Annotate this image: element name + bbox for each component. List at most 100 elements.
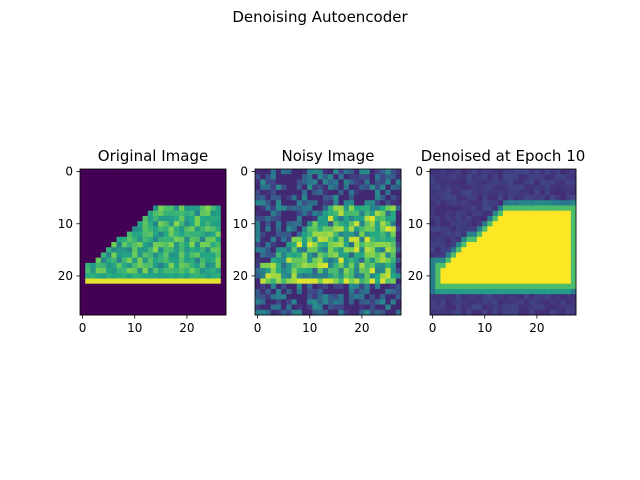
heatmap-cell: [142, 278, 149, 285]
heatmap-cell: [301, 210, 308, 217]
heatmap-cell: [90, 179, 97, 186]
heatmap-cell: [333, 268, 339, 274]
heatmap-cell: [205, 184, 211, 191]
heatmap-cell: [359, 242, 365, 248]
heatmap-cell: [369, 273, 376, 279]
heatmap-cell: [286, 252, 292, 259]
heatmap-cell: [322, 174, 329, 180]
heatmap-cell: [215, 278, 222, 285]
heatmap-cell: [281, 189, 287, 196]
heatmap-cell: [456, 189, 462, 196]
heatmap-cell: [445, 304, 452, 311]
heatmap-cell: [184, 242, 190, 248]
heatmap-cell: [374, 242, 381, 248]
heatmap-cell: [450, 304, 457, 311]
heatmap-cell: [142, 205, 149, 212]
heatmap-cell: [137, 195, 143, 201]
heatmap-cell: [121, 236, 128, 243]
heatmap-cell: [369, 252, 376, 259]
heatmap-cell: [513, 200, 520, 206]
heatmap-cell: [513, 299, 520, 305]
heatmap-cell: [260, 221, 266, 227]
heatmap-cell: [90, 252, 97, 259]
heatmap-cell: [281, 215, 287, 222]
heatmap-cell: [194, 242, 201, 248]
heatmap-cell: [179, 236, 185, 243]
heatmap-cell: [142, 299, 149, 305]
heatmap-cell: [173, 278, 180, 285]
heatmap-cell: [173, 247, 180, 253]
heatmap-cell: [100, 184, 107, 191]
heatmap-cell: [137, 278, 143, 285]
heatmap-cell: [390, 195, 397, 201]
heatmap-cell: [291, 221, 298, 227]
heatmap-cell: [205, 304, 211, 311]
heatmap-cell: [549, 294, 556, 300]
heatmap-cell: [106, 226, 112, 232]
heatmap-cell: [461, 189, 467, 196]
heatmap-cell: [549, 210, 556, 217]
heatmap-cell: [354, 215, 360, 222]
heatmap-cell: [173, 205, 180, 212]
heatmap-cell: [544, 273, 551, 279]
heatmap-cell: [338, 215, 345, 222]
heatmap-cell: [158, 174, 164, 180]
heatmap-cell: [301, 169, 308, 175]
heatmap-cell: [518, 200, 525, 206]
heatmap-cell: [291, 184, 298, 191]
heatmap-cell: [210, 242, 216, 248]
heatmap-cell: [380, 242, 386, 248]
heatmap-cell: [184, 169, 190, 175]
heatmap-cell: [132, 184, 138, 191]
heatmap-cell: [497, 195, 504, 201]
heatmap-cell: [430, 257, 436, 264]
heatmap-cell: [364, 231, 371, 238]
heatmap-cell: [90, 242, 97, 248]
heatmap-cell: [390, 169, 397, 175]
heatmap-cell: [380, 210, 386, 217]
heatmap-cell: [90, 226, 97, 232]
heatmap-cell: [497, 231, 504, 238]
heatmap-cell: [492, 236, 499, 243]
heatmap-cell: [106, 242, 112, 248]
heatmap-cell: [296, 231, 303, 238]
heatmap-cell: [291, 288, 298, 295]
heatmap-cell: [111, 210, 117, 217]
heatmap-cell: [95, 169, 102, 175]
heatmap-cell: [338, 195, 345, 201]
heatmap-cell: [544, 299, 551, 305]
heatmap-cell: [80, 288, 86, 295]
heatmap-cell: [390, 184, 397, 191]
heatmap-cell: [374, 174, 381, 180]
heatmap-cell: [205, 242, 211, 248]
heatmap-cell: [317, 247, 324, 253]
heatmap-cell: [158, 288, 164, 295]
heatmap-cell: [275, 273, 282, 279]
heatmap-cell: [322, 215, 329, 222]
heatmap-cell: [380, 257, 386, 264]
heatmap-cell: [184, 268, 190, 274]
heatmap-cell: [461, 200, 467, 206]
heatmap-cell: [539, 184, 546, 191]
heatmap-cell: [111, 262, 117, 269]
heatmap-cell: [565, 221, 572, 227]
heatmap-cell: [333, 174, 339, 180]
heatmap-cell: [328, 252, 334, 259]
heatmap-cell: [106, 294, 112, 300]
heatmap-cell: [513, 304, 520, 311]
heatmap-cell: [549, 273, 556, 279]
heatmap-cell: [508, 226, 514, 232]
heatmap-cell: [374, 226, 381, 232]
heatmap-cell: [158, 189, 164, 196]
heatmap-cell: [168, 252, 175, 259]
heatmap-cell: [338, 174, 345, 180]
heatmap-cell: [374, 236, 381, 243]
heatmap-cell: [385, 309, 391, 316]
heatmap-cell: [513, 184, 520, 191]
heatmap-cell: [503, 304, 509, 311]
heatmap-cell: [286, 262, 292, 269]
heatmap-cell: [390, 200, 397, 206]
heatmap-cell: [445, 200, 452, 206]
heatmap-cell: [215, 179, 222, 186]
heatmap-cell: [168, 268, 175, 274]
